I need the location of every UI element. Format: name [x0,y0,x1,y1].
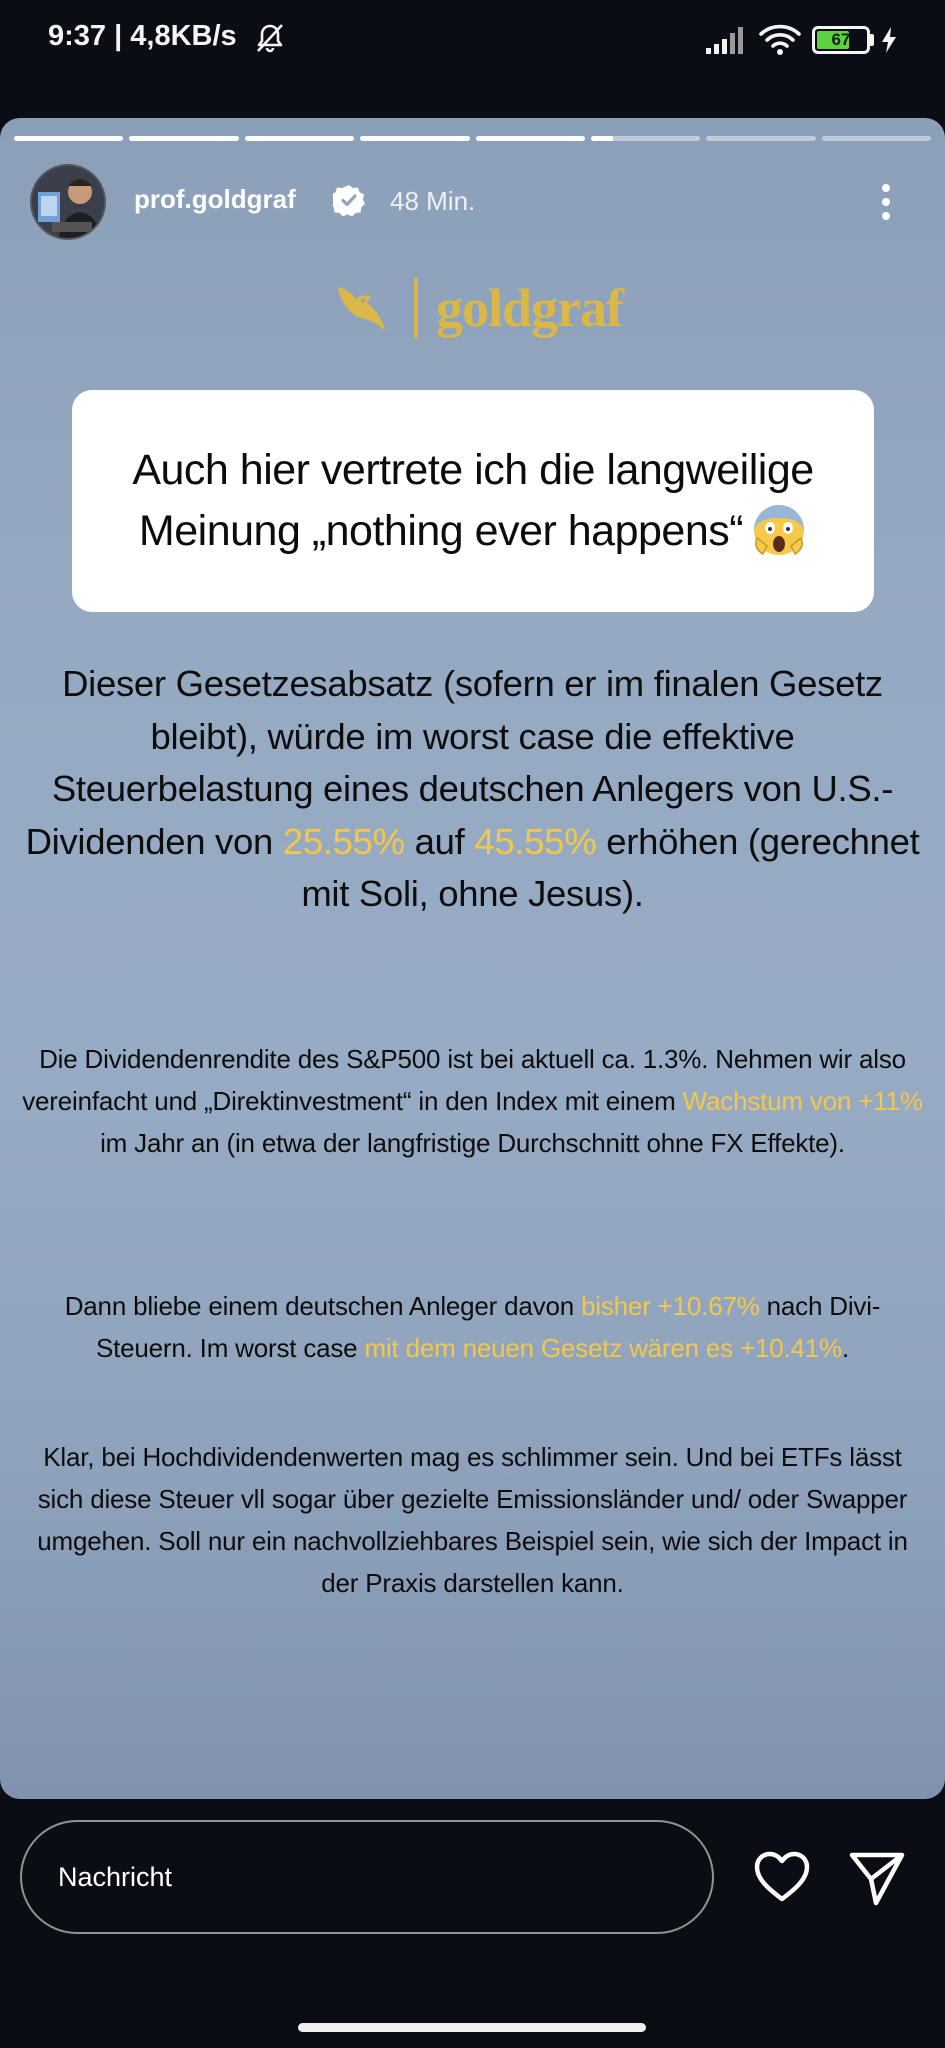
status-time: 9:37 | 4,8KB/s [48,20,237,52]
story-username[interactable]: prof.goldgraf [134,184,296,214]
quote-text-content: Auch hier vertrete ich die langweilige M… [132,445,814,555]
progress-segment-5 [475,136,585,141]
highlight-old-rate: 25.55% [282,820,405,862]
battery-percent: 67 [831,30,851,49]
progress-fill [590,136,613,141]
paragraph-caveat: Klar, bei Hochdividendenwerten mag es sc… [37,1442,908,1599]
screaming-face-emoji-icon [754,504,805,555]
battery-icon: 67 [812,26,870,54]
brand-logo: goldgraf [330,268,624,348]
brand-name: goldgraf [436,278,624,338]
main-text-1: Dieser Gesetzesabsatz (sofern er im fina… [25,663,894,862]
progress-fill [360,136,470,141]
message-input[interactable] [20,1820,714,1934]
p2-text-3: . [841,1333,850,1364]
highlight-new-return: mit dem neuen Gesetz wären es +10.41% [364,1333,842,1364]
more-options-icon[interactable] [872,180,900,224]
p1-text-1: Die Dividendenrendite des S&P500 ist bei… [22,1044,906,1117]
highlight-new-rate: 45.55% [474,820,597,862]
verified-badge-icon [333,185,365,216]
wifi-icon [759,24,801,55]
p2-text-2: nach Divi-Steuern. Im worst case [95,1291,881,1364]
main-text-3: erhöhen (gerechnet mit Soli, ohne Jesus)… [301,820,920,915]
main-paragraph: Dieser Gesetzesabsatz (sofern er im fina… [20,658,925,921]
charging-icon [882,27,896,53]
p1-text-2: im Jahr an (in etwa der langfristige Dur… [100,1128,845,1159]
main-text-2: auf [404,820,475,862]
battery-tip [870,34,874,46]
avatar[interactable] [30,164,106,240]
progress-segment-1 [14,136,124,141]
avatar-image [32,166,104,238]
quote-text: Auch hier vertrete ich die langweilige M… [96,440,850,562]
story-progress-bar [14,136,931,141]
home-indicator[interactable] [298,2023,646,2032]
highlight-current-return: bisher +10.67% [581,1291,760,1321]
reply-bar [0,1799,945,2048]
signal-icon [706,27,743,54]
progress-segment-2 [129,136,239,141]
progress-fill [244,136,355,141]
paragraph-dividend-yield: Die Dividendenrendite des S&P500 ist bei… [20,1038,925,1164]
heart-icon[interactable] [752,1847,812,1907]
bird-icon [338,287,385,331]
progress-segment-4 [360,136,470,141]
status-bar: 9:37 | 4,8KB/s 67 [0,0,945,66]
quote-box: Auch hier vertrete ich die langweilige M… [72,390,874,612]
progress-segment-7 [706,136,816,141]
progress-segment-6 [590,136,701,141]
progress-segment-3 [244,136,355,141]
highlight-growth: Wachstum von +11% [682,1086,923,1117]
brand-separator [414,278,418,338]
paragraph-after-tax: Dann bliebe einem deutschen Anleger davo… [20,1285,925,1369]
progress-fill [129,136,239,141]
progress-segment-8 [821,136,931,141]
send-icon[interactable] [848,1849,906,1907]
p2-text-1: Dann bliebe einem deutschen Anleger davo… [64,1291,582,1321]
bell-off-icon [257,24,283,53]
progress-fill [14,136,124,141]
story-time-ago: 48 Min. [390,186,476,216]
story-card[interactable]: prof.goldgraf 48 Min. goldgraf Auch hier… [0,118,945,1799]
battery-level [817,31,850,49]
progress-fill [475,136,585,141]
